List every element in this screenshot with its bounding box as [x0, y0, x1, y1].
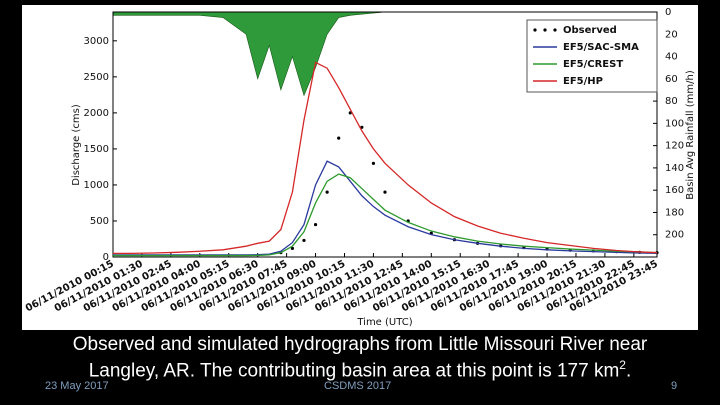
y-axis-label: Discharge (cms)	[71, 104, 82, 186]
legend-label: EF5/SAC-SMA	[563, 42, 639, 53]
y2-tick-label: 20	[665, 29, 678, 40]
footer-page: 9	[671, 380, 678, 392]
y-tick-label: 2000	[84, 108, 109, 119]
legend-label: EF5/HP	[563, 76, 603, 87]
plot-frame	[112, 11, 658, 258]
observed-point	[371, 161, 376, 165]
y-tick-label: 500	[90, 216, 109, 227]
y2-tick-label: 120	[665, 141, 684, 152]
y2-tick-label: 0	[665, 7, 671, 18]
legend-label: Observed	[563, 25, 617, 36]
y2-tick-label: 60	[665, 74, 678, 85]
legend-box	[526, 19, 658, 93]
y2-tick-label: 200	[665, 230, 684, 241]
y-tick-label: 2500	[84, 72, 109, 83]
y-tick-label: 1000	[84, 180, 109, 191]
legend-marker	[543, 28, 547, 32]
footer-event: CSDMS 2017	[324, 380, 392, 392]
legend-label: EF5/CREST	[563, 59, 623, 70]
y2-tick-label: 80	[665, 96, 678, 107]
caption-superscript: 2	[619, 358, 626, 372]
chart: 0 500 1000 1500 2000 2500 3000 0 20 40 60 80 100 120 1…	[22, 5, 698, 330]
caption-text: Langley, AR. The contributing basin area…	[88, 360, 620, 382]
observed-point	[302, 238, 306, 243]
observed-point	[313, 222, 318, 227]
observed-point	[383, 190, 387, 194]
series-line	[113, 61, 658, 255]
y2-axis-label: Basin Avg Rainfall (mm/h)	[685, 70, 696, 200]
footer-date: 23 May 2017	[45, 380, 109, 392]
y2-tick-label: 100	[665, 118, 684, 129]
observed-point	[325, 190, 329, 194]
series-line	[113, 173, 658, 257]
series-line	[113, 160, 658, 256]
caption-text: .	[625, 360, 632, 382]
y-tick-label: 1500	[84, 144, 109, 155]
caption-line: Langley, AR. The contributing basin area…	[0, 355, 720, 381]
legend-marker	[553, 28, 557, 32]
legend-marker	[533, 28, 537, 32]
y-tick-label: 0	[103, 252, 109, 263]
y2-tick-label: 160	[665, 185, 684, 196]
y2-tick-label: 180	[665, 207, 684, 218]
y2-tick-label: 140	[665, 163, 684, 174]
x-axis-label: Time (UTC)	[356, 317, 412, 328]
y-tick-label: 3000	[84, 36, 109, 47]
y2-tick-label: 40	[665, 52, 678, 63]
caption-line: Observed and simulated hydrographs from …	[72, 334, 648, 355]
observed-point	[290, 246, 295, 250]
observed-point	[337, 136, 341, 140]
